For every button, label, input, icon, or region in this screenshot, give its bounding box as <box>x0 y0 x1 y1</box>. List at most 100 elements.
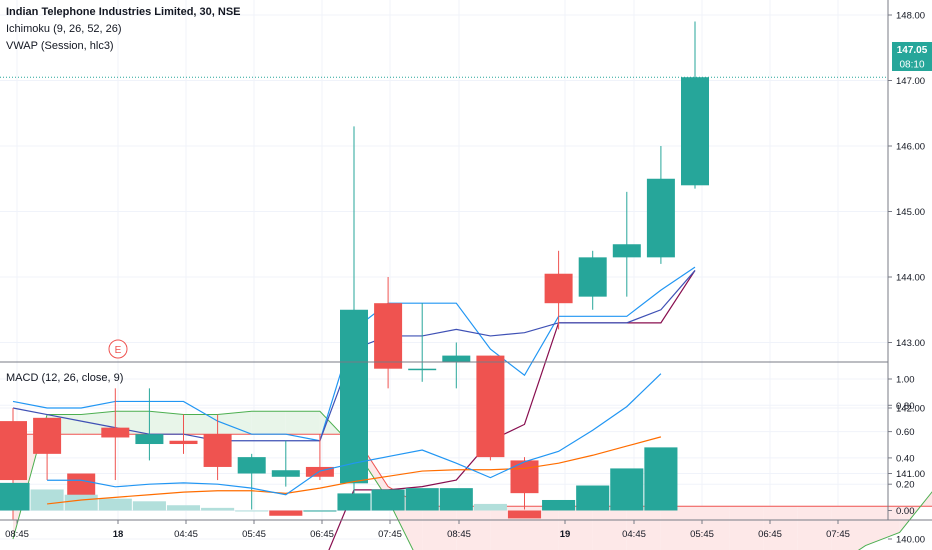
macd-histogram-bar <box>439 488 473 511</box>
macd-histogram-bar <box>507 510 542 519</box>
last-price-text: 147.05 <box>897 45 928 56</box>
candle <box>408 303 437 382</box>
macd-histogram-bar <box>576 485 610 511</box>
cloud-segment <box>660 506 695 550</box>
candle-body <box>33 417 62 454</box>
candle-body <box>578 257 607 297</box>
x-tick-label: 08:45 <box>5 529 29 540</box>
candle <box>544 250 573 330</box>
candle-body <box>681 77 709 186</box>
candle-body <box>646 178 675 258</box>
candle <box>237 453 266 510</box>
candle-body <box>442 355 471 363</box>
candle <box>578 250 607 310</box>
cloud-segment <box>729 506 764 550</box>
candle <box>305 434 334 481</box>
cloud-segment <box>183 414 218 435</box>
macd-y-tick-label: 0.40 <box>896 453 915 464</box>
cloud-segment <box>558 506 593 550</box>
candle-body <box>374 303 403 369</box>
macd-y-tick-label: 1.00 <box>896 375 915 386</box>
candle-body <box>237 457 266 474</box>
cloud-segment <box>592 506 627 550</box>
x-tick-label: 18 <box>113 529 124 540</box>
candle-body <box>612 244 641 258</box>
vwap-legend[interactable]: VWAP (Session, hlc3) <box>6 40 114 52</box>
ichimoku-legend[interactable]: Ichimoku (9, 26, 52, 26) <box>6 23 122 35</box>
macd-histogram-bar <box>98 498 132 511</box>
candle-body <box>203 434 232 467</box>
x-tick-label: 04:45 <box>622 529 646 540</box>
candle-body <box>271 470 300 477</box>
last-price-badge <box>892 42 932 57</box>
cloud-segment <box>763 506 798 550</box>
candle-body <box>476 355 505 458</box>
candle <box>476 355 505 461</box>
candle-body <box>544 273 573 304</box>
price-badges: 147.05 08:10 <box>892 42 932 71</box>
candle <box>612 191 641 297</box>
y-tick-label: 146.00 <box>896 142 925 153</box>
macd-histogram-bar <box>542 499 576 511</box>
x-tick-label: 08:45 <box>447 529 471 540</box>
chart-title[interactable]: Indian Telephone Industries Limited, 30,… <box>6 6 241 18</box>
macd-histogram-bar <box>269 510 303 516</box>
macd-y-tick-label: 0.80 <box>896 401 915 412</box>
macd-line <box>47 373 662 496</box>
cloud-segment <box>217 411 252 435</box>
cloud-segment <box>626 506 661 550</box>
candle <box>510 457 539 510</box>
macd-histogram-bar <box>64 494 98 511</box>
macd-histogram-bar <box>303 510 337 512</box>
y-tick-label: 141.00 <box>896 469 925 480</box>
countdown-text: 08:10 <box>899 60 924 71</box>
macd-y-tick-label: 0.20 <box>896 480 915 491</box>
x-tick-label: 05:45 <box>242 529 266 540</box>
cloud-segment <box>456 506 491 550</box>
candle <box>442 342 471 389</box>
y-tick-label: 140.00 <box>896 535 925 546</box>
candle <box>340 126 368 507</box>
cloud-segment <box>422 506 457 550</box>
y-tick-label: 147.00 <box>896 76 925 87</box>
candle-body <box>0 421 27 481</box>
signal-line <box>47 436 662 505</box>
macd-histogram-bar <box>473 503 507 511</box>
x-tick-label: 06:45 <box>310 529 334 540</box>
macd-histogram-bar <box>644 447 678 511</box>
cloud-segment <box>797 506 832 550</box>
macd-histogram-bar <box>30 489 64 511</box>
x-tick-label: 04:45 <box>174 529 198 540</box>
macd-histogram-bar <box>337 493 371 511</box>
macd-y-tick-label: 0.00 <box>896 506 915 517</box>
candle-body <box>340 309 368 484</box>
macd-histogram-bar <box>610 468 644 511</box>
x-tick-label: 05:45 <box>690 529 714 540</box>
cloud-segment <box>285 411 320 435</box>
candle <box>681 21 709 189</box>
cloud-segment <box>831 506 866 550</box>
macd-histogram-bar <box>371 489 405 511</box>
candle-body <box>408 368 437 371</box>
candle-body <box>101 427 130 438</box>
candle-body <box>135 434 164 445</box>
macd-histogram-bar <box>166 505 201 511</box>
x-tick-label: 06:45 <box>758 529 782 540</box>
candle <box>374 277 403 389</box>
macd-histogram-bar <box>235 510 269 512</box>
candle <box>271 440 300 487</box>
y-tick-label: 143.00 <box>896 338 925 349</box>
candle <box>135 388 164 461</box>
candle <box>203 414 232 481</box>
earnings-marker[interactable]: E <box>108 339 128 359</box>
candles <box>0 21 709 520</box>
macd-pane <box>0 373 678 519</box>
macd-legend[interactable]: MACD (12, 26, close, 9) <box>6 372 124 384</box>
x-tick-label: 19 <box>560 529 571 540</box>
y-tick-label: 142.00 <box>896 404 925 415</box>
macd-histogram-bar <box>132 501 166 511</box>
cloud-segment <box>865 506 900 546</box>
candle <box>101 388 130 481</box>
